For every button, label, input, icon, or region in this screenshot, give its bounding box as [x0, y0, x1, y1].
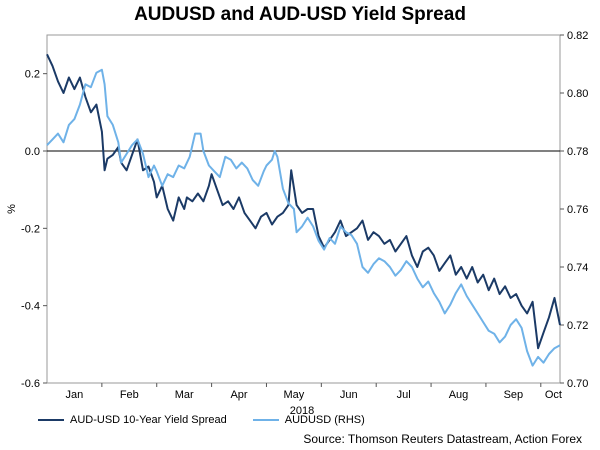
y-tick-label-right: 0.82	[567, 30, 588, 42]
x-tick-label: Mar	[175, 389, 194, 401]
x-tick-label: Oct	[545, 389, 562, 401]
y-tick-label-right: 0.74	[567, 262, 588, 274]
legend: AUD-USD 10-Year Yield Spread AUDUSD (RHS…	[38, 414, 365, 426]
y-axis-label: %	[6, 204, 18, 214]
y-tick-label-left: -0.2	[21, 223, 40, 235]
x-tick-label: Aug	[449, 389, 469, 401]
x-tick-label: Jul	[397, 389, 411, 401]
y-tick-label-right: 0.78	[567, 146, 588, 158]
x-tick-label: May	[284, 389, 305, 401]
axis-labels: % 2018	[6, 204, 314, 417]
legend-entry-yield-spread: AUD-USD 10-Year Yield Spread	[38, 414, 227, 426]
x-tick-label: Sep	[504, 389, 524, 401]
y-tick-label-left: -0.4	[21, 301, 40, 313]
plot-frame	[46, 34, 561, 384]
chart-title: AUDUSD and AUD-USD Yield Spread	[134, 4, 466, 25]
y-tick-label-left: 0.0	[25, 146, 40, 158]
legend-entry-audusd: AUDUSD (RHS)	[252, 414, 365, 426]
y-tick-label-right: 0.76	[567, 204, 588, 216]
legend-label-audusd: AUDUSD (RHS)	[284, 414, 365, 426]
y-tick-label-right: 0.70	[567, 378, 588, 390]
series-line-audusd	[46, 68, 561, 367]
legend-label-yield-spread: AUD-USD 10-Year Yield Spread	[70, 414, 227, 426]
series-line-yield-spread	[46, 53, 561, 350]
legend-swatch-yield-spread	[38, 419, 64, 421]
y-tick-label-left: 0.2	[25, 69, 40, 81]
y-tick-label-left: -0.6	[21, 378, 40, 390]
legend-swatch-audusd	[252, 419, 279, 421]
y-tick-label-right: 0.72	[567, 320, 588, 332]
series-lines	[46, 53, 561, 367]
x-tick-label: Jun	[340, 389, 358, 401]
axes: -0.6 -0.4 -0.2 0.0 0.2 0.70 0.72 0.74 0.76 0.78 0.…	[21, 30, 588, 401]
x-tick-label: Feb	[120, 389, 139, 401]
x-tick-label: Apr	[230, 389, 247, 401]
x-tick-label: Jan	[66, 389, 84, 401]
x-axis-label: 2018	[290, 405, 314, 417]
y-tick-label-right: 0.80	[567, 88, 588, 100]
source-note: Source: Thomson Reuters Datastream, Acti…	[303, 432, 582, 446]
